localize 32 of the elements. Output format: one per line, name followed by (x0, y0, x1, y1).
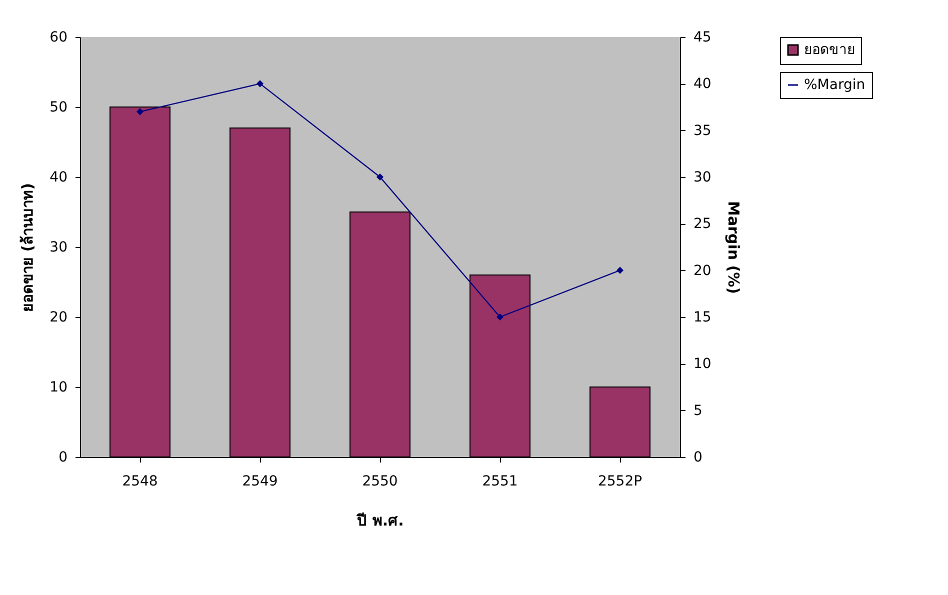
x-axis-title: ปี พ.ศ. (356, 512, 404, 530)
y-tick-label: 0 (58, 450, 68, 466)
y2-tick-label: 10 (694, 356, 712, 372)
x-tick-label: 2550 (362, 474, 398, 490)
y-tick-label: 40 (50, 170, 68, 186)
legend-label: %Margin (804, 77, 866, 93)
x-tick-label: 2552P (598, 474, 642, 490)
y2-tick-label: 45 (694, 30, 712, 46)
y-axis-title: ยอดขาย (ล้านบาท) (18, 183, 37, 312)
point (616, 266, 624, 274)
x-tick-label: 2548 (122, 474, 158, 490)
legend-label: ยอดขาย (804, 42, 855, 58)
y2-tick-label: 5 (694, 402, 702, 419)
y-tick-label: 50 (50, 100, 68, 116)
y2-tick-label: 15 (694, 310, 712, 326)
y-tick-label: 20 (50, 310, 68, 326)
point (376, 173, 384, 181)
y2-tick-label: 35 (694, 122, 712, 139)
y-tick-label: 60 (50, 30, 68, 46)
y2-tick-label: 20 (694, 262, 712, 279)
y-tick-label: 10 (50, 380, 68, 396)
point (496, 313, 504, 321)
x-tick-label: 2549 (242, 474, 278, 490)
y2-tick-label: 30 (694, 170, 712, 186)
point (256, 80, 264, 88)
y2-tick-label: 0 (694, 450, 702, 466)
y2-axis-title: Margin (%) (724, 201, 742, 294)
x-tick-label: 2551 (482, 474, 518, 490)
point (136, 108, 144, 116)
y2-tick-label: 25 (694, 216, 712, 232)
y2-tick-label: 40 (694, 76, 712, 92)
y-tick-label: 30 (50, 240, 68, 256)
